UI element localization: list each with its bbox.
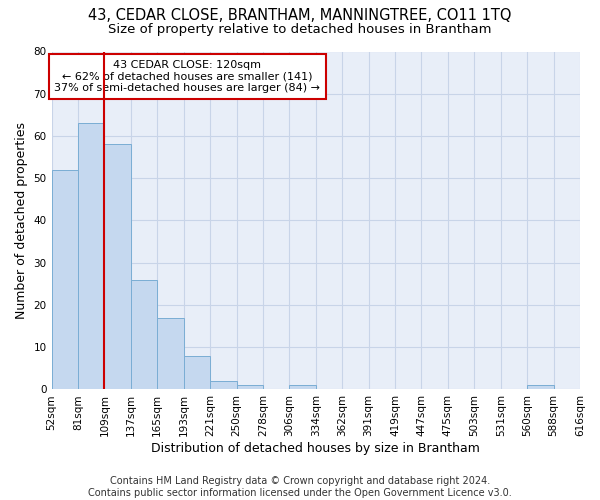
Y-axis label: Number of detached properties: Number of detached properties xyxy=(15,122,28,319)
Text: 43 CEDAR CLOSE: 120sqm
← 62% of detached houses are smaller (141)
37% of semi-de: 43 CEDAR CLOSE: 120sqm ← 62% of detached… xyxy=(54,60,320,93)
Bar xyxy=(527,385,554,390)
Bar xyxy=(52,170,78,390)
X-axis label: Distribution of detached houses by size in Brantham: Distribution of detached houses by size … xyxy=(151,442,480,455)
Bar xyxy=(78,124,104,390)
Bar xyxy=(210,381,236,390)
Bar xyxy=(289,385,316,390)
Bar xyxy=(131,280,157,390)
Text: 43, CEDAR CLOSE, BRANTHAM, MANNINGTREE, CO11 1TQ: 43, CEDAR CLOSE, BRANTHAM, MANNINGTREE, … xyxy=(88,8,512,22)
Bar xyxy=(157,318,184,390)
Bar xyxy=(184,356,210,390)
Bar xyxy=(104,144,131,390)
Text: Contains HM Land Registry data © Crown copyright and database right 2024.
Contai: Contains HM Land Registry data © Crown c… xyxy=(88,476,512,498)
Text: Size of property relative to detached houses in Brantham: Size of property relative to detached ho… xyxy=(108,22,492,36)
Bar xyxy=(236,385,263,390)
